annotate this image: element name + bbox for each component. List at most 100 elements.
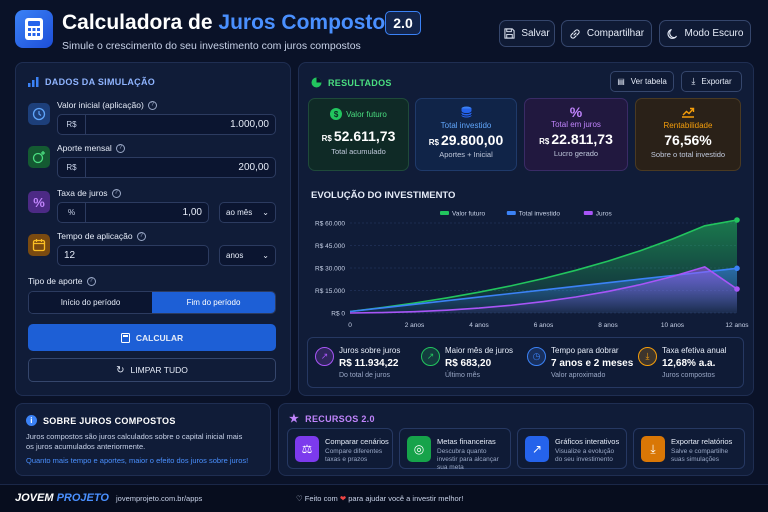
resource-title: Exportar relatórios: [671, 437, 733, 446]
footer-url[interactable]: jovemprojeto.com.br/apps: [116, 494, 203, 503]
download-icon: ⤓: [691, 76, 696, 86]
footer-made-with: ♡ Feito com ❤ para ajudar você a investi…: [296, 494, 464, 503]
resource-icon: ↗: [525, 436, 549, 462]
share-button[interactable]: Compartilhar: [561, 20, 652, 47]
stat-sub: Juros compostos: [662, 372, 715, 379]
about-highlight: Quanto mais tempo e aportes, maior o efe…: [26, 456, 249, 465]
card-value: R$ 29.800,00: [428, 132, 504, 148]
refresh-icon: ↻: [116, 364, 125, 376]
currency-prefix: R$: [58, 158, 86, 177]
rate-input[interactable]: % 1,00: [57, 202, 209, 223]
y-tick-label: R$ 45.000: [315, 243, 345, 250]
stat-sub: Do total de juros: [339, 372, 390, 379]
resource-card[interactable]: ↗ Gráficos interativos Visualize a evoluçã…: [517, 428, 627, 469]
resource-card[interactable]: ⤓ Exportar relatórios Salve e compartilhe …: [633, 428, 745, 469]
resource-icon: ⤓: [641, 436, 665, 462]
calculator-icon: [120, 332, 130, 343]
x-tick-label: 4 anos: [469, 322, 489, 329]
results-title: RESULTADOS: [311, 77, 392, 88]
resource-card[interactable]: ⚖ Comparar cenários Compare diferentes tax…: [287, 428, 393, 469]
time-value: 12: [64, 250, 76, 261]
help-icon[interactable]: ?: [111, 188, 121, 198]
title-part2: Juros Compostos: [218, 11, 397, 34]
rate-period-select[interactable]: ao mês ⌄: [219, 202, 276, 223]
stat-icon: ↗: [421, 347, 440, 366]
about-title-text: SOBRE JUROS COMPOSTOS: [43, 415, 176, 426]
contribution-toggle: Início do período Fim do período: [28, 291, 276, 314]
resource-title: Metas financeiras: [437, 437, 496, 446]
y-tick-label: R$ 15.000: [315, 288, 345, 295]
resource-icon: ◎: [407, 436, 431, 462]
option-start[interactable]: Início do período: [29, 292, 152, 313]
time-unit-select[interactable]: anos ⌄: [219, 245, 276, 266]
x-tick-label: 0: [348, 322, 352, 329]
page-subtitle: Simule o crescimento do seu investimento…: [62, 40, 361, 52]
initial-value-input[interactable]: R$ 1.000,00: [57, 114, 276, 135]
card-sub: Aportes + Inicial: [439, 150, 493, 159]
card-title: Total em juros: [551, 120, 601, 129]
about-text: Juros compostos são juros calculados sob…: [26, 432, 243, 451]
stat-value: 7 anos e 2 meses: [551, 358, 634, 369]
percent-prefix: %: [58, 203, 86, 222]
rate-label: Taxa de juros?: [57, 188, 121, 198]
total-interest-card: % Total em juros R$ 22.811,73 Lucro gerad…: [524, 98, 628, 171]
app-logo: [15, 10, 53, 48]
series-line-1: [349, 267, 738, 313]
footer-brand: JOVEM PROJETO: [15, 492, 109, 504]
rate-value: 1,00: [182, 207, 202, 218]
card-title: Total investido: [440, 121, 492, 130]
calculator-icon: [25, 18, 43, 40]
dark-mode-button[interactable]: Modo Escuro: [659, 20, 751, 47]
legend-label: Total investido: [519, 211, 561, 218]
simulation-title-text: DADOS DA SIMULAÇÃO: [45, 77, 156, 87]
series-endpoint-0: [734, 217, 740, 223]
table-icon: ▤: [617, 77, 625, 86]
resource-desc: Visualize a evolução do seu investimento: [555, 448, 615, 463]
initial-value: 1.000,00: [230, 119, 269, 130]
percent-icon: %: [28, 191, 50, 213]
stat-value: 12,68% a.a.: [662, 358, 716, 369]
stat-label: Taxa efetiva anual: [662, 346, 727, 355]
coins-icon: [416, 106, 516, 118]
series-line-0: [349, 219, 738, 313]
about-panel: [15, 403, 271, 476]
resource-card[interactable]: ◎ Metas financeiras Descubra quanto invest…: [399, 428, 511, 471]
help-icon[interactable]: ?: [136, 231, 146, 241]
resource-icon: ⚖: [295, 436, 319, 462]
stat-item: ↗ Juros sobre juros R$ 11.934,22 Do total d…: [313, 344, 417, 384]
time-unit-value: anos: [226, 251, 244, 260]
time-input[interactable]: 12: [57, 245, 209, 266]
legend-swatch: [506, 211, 516, 215]
rate-period-value: ao mês: [226, 208, 253, 217]
time-label: Tempo de aplicação?: [57, 231, 146, 241]
chart-title: EVOLUÇÃO DO INVESTIMENTO: [311, 190, 456, 201]
help-icon[interactable]: ?: [86, 276, 96, 286]
total-invested-card: Total investido R$ 29.800,00 Aportes + In…: [415, 98, 517, 171]
view-table-label: Ver tabela: [630, 77, 667, 86]
legend-swatch: [440, 211, 449, 215]
link-icon: [570, 28, 580, 39]
calculate-label: CALCULAR: [135, 332, 184, 343]
y-tick-label: R$ 0: [331, 311, 345, 318]
info-icon: i: [26, 415, 37, 426]
option-end[interactable]: Fim do período: [152, 292, 275, 313]
stat-icon: ◷: [527, 347, 546, 366]
legend-label: Juros: [596, 211, 613, 218]
y-tick-label: R$ 60.000: [315, 221, 345, 228]
clear-button[interactable]: ↻ LIMPAR TUDO: [28, 358, 276, 382]
results-title-text: RESULTADOS: [328, 77, 392, 88]
help-icon[interactable]: ?: [147, 100, 157, 110]
export-button[interactable]: ⤓ Exportar: [681, 71, 742, 92]
contribution-type-label: Tipo de aporte?: [28, 276, 96, 286]
view-table-button[interactable]: ▤ Ver tabela: [610, 71, 674, 92]
stat-item: ↗ Maior mês de juros R$ 683,20 Último mês: [419, 344, 523, 384]
save-button[interactable]: Salvar: [499, 20, 555, 47]
monthly-value-input[interactable]: R$ 200,00: [57, 157, 276, 178]
series-endpoint-2: [734, 286, 740, 292]
stats-bar: [307, 337, 744, 388]
investment-chart: R$ 60.000 R$ 45.000 R$ 30.000 R$ 15.000 R$ 0…: [315, 211, 749, 330]
help-icon[interactable]: ?: [115, 143, 125, 153]
profitability-card: Rentabilidade 76,56% Sobre o total inves…: [635, 98, 741, 171]
calculate-button[interactable]: CALCULAR: [28, 324, 276, 351]
chevron-down-icon: ⌄: [262, 251, 269, 260]
